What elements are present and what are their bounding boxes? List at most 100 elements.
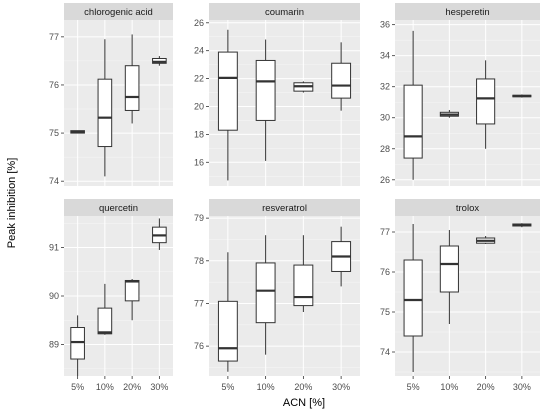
y-tick-label: 32 (380, 82, 390, 92)
box-quercetin-5 (70, 315, 85, 376)
x-tick-label: 10% (440, 382, 458, 392)
x-tick-label: 5% (407, 382, 420, 392)
y-tick-label: 18 (194, 129, 204, 139)
y-tick-label: 75 (380, 307, 390, 317)
strip-trolox (395, 199, 540, 216)
y-tick-label: 28 (380, 144, 390, 154)
strip-label-coumarin: coumarin (265, 7, 304, 18)
box-hesperetin-30 (512, 94, 532, 98)
box-iqr (255, 59, 276, 121)
box-coumarin-30 (331, 42, 352, 111)
y-tick-label: 76 (49, 80, 59, 90)
y-tick-label: 16 (194, 157, 204, 167)
box-iqr (217, 300, 238, 362)
box-iqr (124, 65, 140, 111)
box-resveratrol-5 (217, 252, 238, 372)
strip-label-resveratrol: resveratrol (262, 203, 307, 214)
box-quercetin-10 (97, 283, 113, 335)
x-tick-label: 20% (123, 382, 141, 392)
x-tick-label: 10% (96, 382, 114, 392)
y-tick-label: 22 (194, 74, 204, 84)
y-tick-label: 90 (49, 291, 59, 301)
panel-resveratrol: resveratrol 76 77 78 79 5% 10% 20% 30% (194, 199, 360, 392)
strip-quercetin (64, 199, 173, 216)
panel-quercetin: quercetin 89 90 91 5% 10% 20% 30% (49, 199, 173, 392)
strip-coumarin (209, 3, 360, 20)
box-coumarin-10 (255, 39, 276, 161)
panel-background-chlorogenic-acid (64, 20, 173, 186)
panel-coumarin: coumarin 16 18 20 22 24 26 (194, 3, 360, 186)
y-tick-label: 30 (380, 113, 390, 123)
x-tick-label: 30% (332, 382, 350, 392)
strip-chlorogenic-acid (64, 3, 173, 20)
y-tick-label: 79 (194, 213, 204, 223)
y-tick-label: 76 (380, 267, 390, 277)
box-quercetin-20 (124, 279, 140, 321)
box-iqr (217, 51, 238, 131)
x-tick-label: 30% (513, 382, 531, 392)
y-tick-label: 26 (194, 18, 204, 28)
x-tick-label: 20% (294, 382, 312, 392)
box-resveratrol-30 (331, 226, 352, 287)
box-chlorogenic-acid-10 (97, 39, 113, 177)
box-coumarin-20 (293, 81, 314, 93)
y-tick-label: 78 (194, 256, 204, 266)
box-iqr (403, 259, 423, 337)
box-iqr (97, 78, 113, 148)
y-tick-label: 76 (194, 341, 204, 351)
y-tick-label: 74 (380, 347, 390, 357)
box-chlorogenic-acid-30 (152, 56, 167, 66)
box-trolox-10 (439, 230, 459, 324)
box-resveratrol-10 (255, 235, 276, 355)
y-tick-label: 75 (49, 128, 59, 138)
panel-chlorogenic-acid: chlorogenic acid 74 75 76 77 (49, 3, 173, 186)
facet-panels: chlorogenic acid 74 75 76 77 coumarin 16 18 20 22… (49, 3, 540, 392)
box-hesperetin-10 (439, 109, 459, 118)
strip-label-hesperetin: hesperetin (445, 7, 489, 18)
box-iqr (331, 62, 352, 99)
strip-label-quercetin: quercetin (99, 203, 138, 214)
box-iqr (124, 279, 140, 302)
x-tick-label: 5% (221, 382, 234, 392)
box-trolox-5 (403, 224, 423, 372)
box-iqr (403, 84, 423, 159)
y-tick-label: 77 (194, 298, 204, 308)
y-tick-label: 36 (380, 20, 390, 30)
panel-trolox: trolox 74 75 76 77 5% 10% 20% 30% (380, 199, 540, 392)
box-chlorogenic-acid-20 (124, 34, 140, 124)
box-trolox-30 (512, 223, 532, 228)
y-tick-label: 74 (49, 176, 59, 186)
box-iqr (476, 78, 496, 125)
y-tick-label: 77 (380, 227, 390, 237)
strip-label-trolox: trolox (456, 203, 479, 214)
x-tick-label: 20% (477, 382, 495, 392)
x-tick-label: 10% (257, 382, 275, 392)
box-iqr (70, 327, 85, 360)
box-iqr (293, 264, 314, 307)
box-resveratrol-20 (293, 235, 314, 312)
y-tick-label: 24 (194, 46, 204, 56)
strip-resveratrol (209, 199, 360, 216)
box-iqr (255, 262, 276, 324)
x-axis-title: ACN [%] (283, 397, 325, 409)
strip-label-chlorogenic-acid: chlorogenic acid (84, 7, 153, 18)
box-trolox-20 (476, 236, 496, 244)
y-tick-label: 34 (380, 51, 390, 61)
strip-hesperetin (395, 3, 540, 20)
box-coumarin-5 (217, 29, 238, 181)
box-chlorogenic-acid-5 (70, 130, 85, 134)
box-iqr (439, 245, 459, 293)
y-axis-title: Peak inhibition [%] (6, 158, 18, 249)
y-tick-label: 91 (49, 243, 59, 253)
panel-hesperetin: hesperetin 26 28 30 32 34 36 (380, 3, 540, 186)
box-iqr (97, 307, 113, 335)
box-quercetin-30 (152, 218, 167, 250)
y-tick-label: 26 (380, 175, 390, 185)
box-hesperetin-5 (403, 30, 423, 180)
y-tick-label: 89 (49, 339, 59, 349)
box-hesperetin-20 (476, 60, 496, 149)
x-tick-label: 30% (150, 382, 168, 392)
x-tick-label: 5% (71, 382, 84, 392)
y-tick-label: 20 (194, 101, 204, 111)
